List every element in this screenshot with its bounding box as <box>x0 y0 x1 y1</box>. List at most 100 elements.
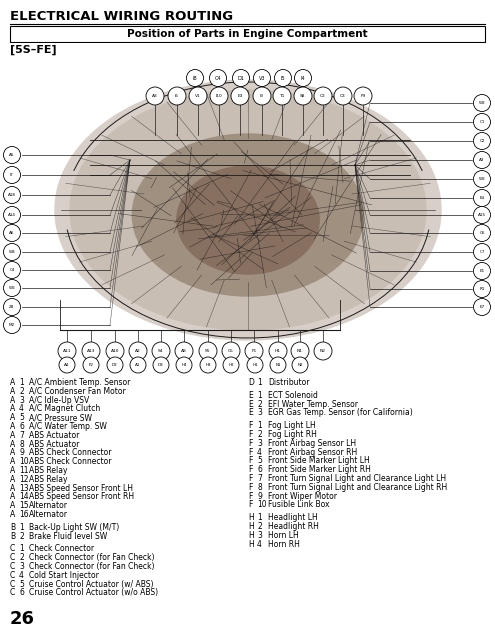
Circle shape <box>295 70 311 86</box>
Text: D: D <box>248 378 254 387</box>
Text: R1: R1 <box>479 287 485 291</box>
Text: 7: 7 <box>257 474 262 483</box>
Text: N1: N1 <box>297 349 303 353</box>
Text: C5: C5 <box>228 349 234 353</box>
Text: 4: 4 <box>257 540 262 548</box>
Circle shape <box>168 87 186 105</box>
Circle shape <box>269 342 287 360</box>
Circle shape <box>247 357 263 373</box>
Ellipse shape <box>55 80 441 340</box>
Text: D3: D3 <box>158 363 164 367</box>
Circle shape <box>474 280 491 298</box>
Text: 16: 16 <box>19 510 29 519</box>
Text: F: F <box>248 465 252 474</box>
Text: 6: 6 <box>19 588 24 597</box>
Text: C: C <box>10 580 15 589</box>
Text: EFI Water Temp. Sensor: EFI Water Temp. Sensor <box>268 399 358 408</box>
Text: C2: C2 <box>320 94 326 98</box>
Text: F: F <box>248 447 252 456</box>
Text: C: C <box>10 545 15 554</box>
Text: 8: 8 <box>19 440 24 449</box>
Circle shape <box>106 342 124 360</box>
Circle shape <box>200 357 216 373</box>
Text: Brake Fluid level SW: Brake Fluid level SW <box>29 532 107 541</box>
Text: ABS Actuator: ABS Actuator <box>29 440 79 449</box>
Text: A: A <box>10 501 15 510</box>
Text: Fog Light RH: Fog Light RH <box>268 430 317 439</box>
Circle shape <box>474 95 491 111</box>
Circle shape <box>129 342 147 360</box>
Circle shape <box>253 87 271 105</box>
Circle shape <box>474 189 491 207</box>
Circle shape <box>3 166 20 184</box>
Circle shape <box>152 342 170 360</box>
Circle shape <box>270 357 286 373</box>
Circle shape <box>233 70 249 86</box>
Text: A2: A2 <box>135 349 141 353</box>
Text: Front Turn Signal Light and Clearance Light LH: Front Turn Signal Light and Clearance Li… <box>268 474 446 483</box>
Text: C: C <box>10 562 15 571</box>
Circle shape <box>175 342 193 360</box>
Text: I6: I6 <box>175 94 179 98</box>
Text: ABS Speed Sensor Front LH: ABS Speed Sensor Front LH <box>29 484 133 493</box>
Text: A: A <box>10 387 15 396</box>
Text: A: A <box>10 492 15 501</box>
Text: 3: 3 <box>257 408 262 417</box>
Circle shape <box>146 87 164 105</box>
Text: 1: 1 <box>257 421 262 430</box>
Text: 5: 5 <box>19 413 24 422</box>
Text: C4: C4 <box>9 268 15 272</box>
Text: A: A <box>10 431 15 440</box>
Circle shape <box>245 342 263 360</box>
Text: C1: C1 <box>479 120 485 124</box>
Text: A11: A11 <box>63 349 71 353</box>
Text: E: E <box>248 399 253 408</box>
Text: I7: I7 <box>10 173 14 177</box>
Circle shape <box>199 342 217 360</box>
Text: A: A <box>10 378 15 387</box>
Text: H3: H3 <box>205 363 211 367</box>
Text: A/C Water Temp. SW: A/C Water Temp. SW <box>29 422 107 431</box>
Circle shape <box>210 87 228 105</box>
Text: Check Connector (for Fan Check): Check Connector (for Fan Check) <box>29 553 154 562</box>
Text: [5S–FE]: [5S–FE] <box>10 45 56 55</box>
Text: F: F <box>248 500 252 509</box>
Text: I4: I4 <box>300 76 305 81</box>
Text: F: F <box>248 492 252 500</box>
Text: F: F <box>248 456 252 465</box>
Text: Z8: Z8 <box>9 305 15 309</box>
Text: Fusible Link Box: Fusible Link Box <box>268 500 330 509</box>
Text: F1: F1 <box>251 349 256 353</box>
Text: 13: 13 <box>19 484 29 493</box>
Text: A8: A8 <box>181 349 187 353</box>
Text: D2: D2 <box>112 363 118 367</box>
Circle shape <box>273 87 291 105</box>
Text: Distributor: Distributor <box>268 378 309 387</box>
Circle shape <box>107 357 123 373</box>
Text: A: A <box>10 466 15 475</box>
Circle shape <box>189 87 207 105</box>
Text: A13: A13 <box>87 349 95 353</box>
Text: 3: 3 <box>19 396 24 404</box>
Circle shape <box>474 298 491 316</box>
Text: A15: A15 <box>478 213 486 217</box>
Text: 5: 5 <box>19 580 24 589</box>
Ellipse shape <box>70 90 426 330</box>
Text: 4: 4 <box>257 447 262 456</box>
Text: D1: D1 <box>238 76 245 81</box>
Circle shape <box>474 207 491 223</box>
Text: A10: A10 <box>111 349 119 353</box>
Text: A: A <box>10 510 15 519</box>
Text: 1: 1 <box>19 378 24 387</box>
Circle shape <box>3 225 20 241</box>
Ellipse shape <box>177 166 319 274</box>
Text: Headlight RH: Headlight RH <box>268 522 319 531</box>
Text: C: C <box>10 588 15 597</box>
Circle shape <box>3 317 20 333</box>
Text: N1: N1 <box>275 363 281 367</box>
Text: Back-Up Light SW (M/T): Back-Up Light SW (M/T) <box>29 523 119 532</box>
Text: Fog Light LH: Fog Light LH <box>268 421 316 430</box>
Text: Horn RH: Horn RH <box>268 540 300 548</box>
Text: Cruise Control Actuator (w/o ABS): Cruise Control Actuator (w/o ABS) <box>29 588 158 597</box>
Text: A14: A14 <box>8 213 16 217</box>
